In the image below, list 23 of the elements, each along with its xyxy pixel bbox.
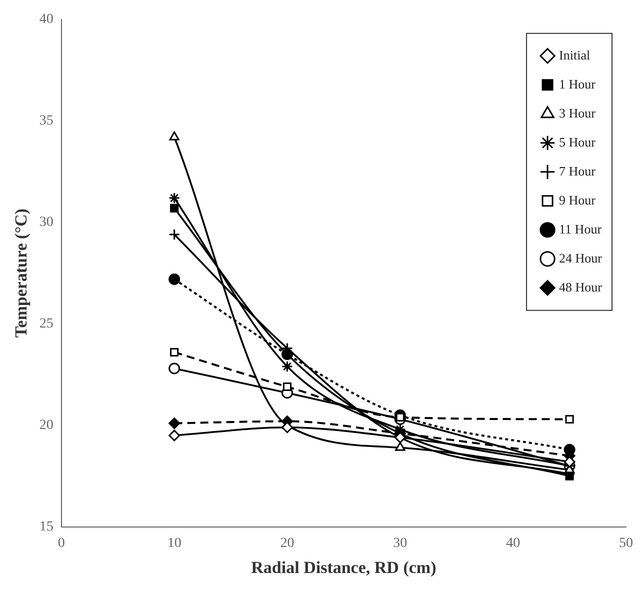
x-tick-label: 0 [58, 536, 65, 551]
y-tick-label: 35 [39, 114, 54, 129]
y-tick-label: 25 [39, 316, 54, 332]
legend-label: 1 Hour [559, 76, 596, 92]
legend-label: 7 Hour [559, 163, 596, 178]
legend-label: 48 Hour [559, 279, 603, 294]
legend-label: 24 Hour [559, 250, 603, 266]
legend-label: 5 Hour [559, 134, 596, 150]
legend-label: 3 Hour [559, 105, 596, 120]
y-tick-label: 30 [39, 215, 54, 230]
legend-label: Initial [559, 47, 590, 62]
y-tick-label: 40 [39, 12, 54, 28]
y-tick-label: 15 [39, 519, 54, 534]
x-axis-title: Radial Distance, RD (cm) [251, 558, 436, 578]
x-tick-label: 10 [167, 536, 182, 551]
x-tick-label: 30 [393, 536, 408, 551]
x-tick-label: 40 [506, 536, 520, 551]
y-axis-title: Temperature (°C) [12, 208, 31, 338]
legend-label: 9 Hour [559, 192, 596, 208]
y-tick-label: 20 [39, 418, 54, 433]
x-tick-label: 50 [619, 536, 633, 551]
x-tick-label: 20 [280, 536, 294, 551]
legend-label: 11 Hour [559, 221, 602, 236]
